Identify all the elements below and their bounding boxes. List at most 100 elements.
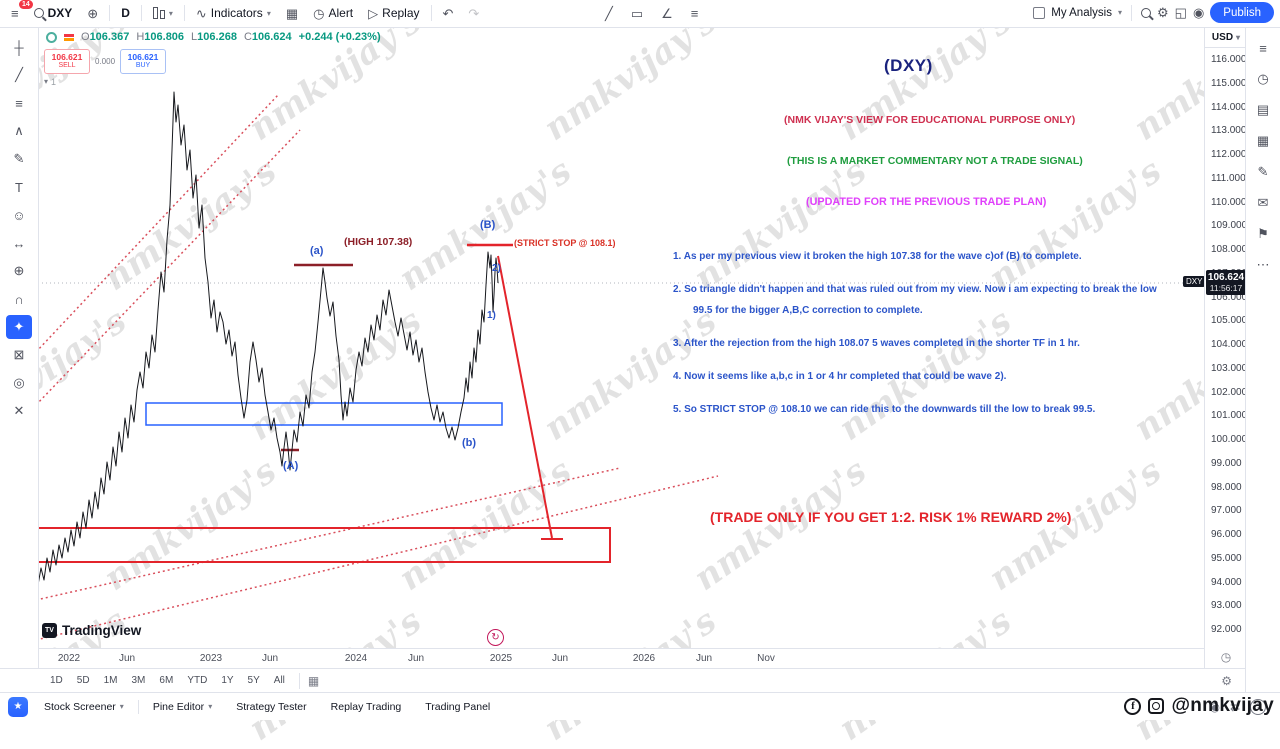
draw-parallel-lines-button[interactable]: ≡ bbox=[684, 2, 706, 24]
support-trend-line-2[interactable] bbox=[35, 467, 621, 601]
fib-retracement-tool-icon[interactable]: ≡ bbox=[15, 95, 23, 111]
high-level-label[interactable]: (HIGH 107.38) bbox=[344, 236, 413, 248]
help-button[interactable]: ? bbox=[1250, 698, 1266, 715]
snapshot-icon[interactable]: ◉ bbox=[1192, 5, 1205, 20]
time-tick[interactable]: Jun bbox=[695, 653, 713, 664]
interval-1d-button[interactable]: 1D bbox=[50, 675, 63, 686]
timezone-icon[interactable]: ◷ bbox=[1220, 650, 1232, 664]
publish-button[interactable]: Publish bbox=[1210, 2, 1274, 23]
sell-button[interactable]: 106.621 SELL bbox=[44, 49, 90, 74]
replay-button[interactable]: ▷ Replay bbox=[361, 2, 426, 24]
channel-line-lower[interactable] bbox=[35, 129, 301, 406]
annotation-disclaimer-1[interactable]: (NMK VIJAY'S VIEW FOR EDUCATIONAL PURPOS… bbox=[784, 114, 1076, 126]
lock-all-drawings-icon[interactable]: ⊠ bbox=[13, 347, 25, 362]
chart-canvas[interactable] bbox=[0, 0, 1280, 720]
resize-icon[interactable]: ⇄ bbox=[1229, 699, 1240, 714]
magic-tool-icon[interactable]: ✦ bbox=[6, 315, 32, 339]
interval-5y-button[interactable]: 5Y bbox=[247, 675, 260, 686]
notifications-icon[interactable]: ⚑ bbox=[1257, 226, 1269, 241]
alerts-icon[interactable]: ◷ bbox=[1257, 71, 1269, 86]
time-tick[interactable]: Jun bbox=[261, 653, 279, 664]
ideas-icon[interactable]: ✎ bbox=[1257, 164, 1269, 179]
tab-trading-panel[interactable]: Trading Panel bbox=[425, 701, 490, 713]
analysis-points[interactable]: 1. As per my previous view it broken the… bbox=[673, 246, 1173, 432]
magnet-tool-icon[interactable]: ∩ bbox=[14, 291, 24, 307]
tab-pine-editor[interactable]: Pine Editor ▾ bbox=[153, 701, 212, 713]
wave-a-label[interactable]: (a) bbox=[310, 245, 324, 257]
support-zone-box[interactable] bbox=[145, 402, 503, 426]
time-tick[interactable]: 2023 bbox=[199, 653, 223, 664]
redo-button[interactable]: ↷ bbox=[461, 2, 486, 24]
time-tick[interactable]: 2026 bbox=[632, 653, 656, 664]
symbol-search-button[interactable]: DXY bbox=[27, 2, 80, 24]
remove-all-drawings-icon[interactable]: ✕ bbox=[13, 403, 25, 418]
draw-line-button[interactable]: ╱ bbox=[598, 2, 620, 24]
fullscreen-icon[interactable]: ◱ bbox=[1174, 5, 1187, 20]
time-tick[interactable]: 2022 bbox=[57, 653, 81, 664]
interval-1y-button[interactable]: 1Y bbox=[221, 675, 234, 686]
annotation-title[interactable]: (DXY) bbox=[884, 56, 933, 75]
ohlc-legend[interactable]: O106.367 H106.806 L106.268 C106.624 +0.2… bbox=[46, 31, 381, 43]
time-tick[interactable]: Jun bbox=[407, 653, 425, 664]
quick-search-icon[interactable] bbox=[1140, 7, 1151, 18]
trend-line-tool-icon[interactable]: ╱ bbox=[15, 67, 23, 82]
draw-rectangle-button[interactable]: ▭ bbox=[624, 2, 650, 24]
time-tick[interactable]: 2024 bbox=[344, 653, 368, 664]
zoom-in-tool-icon[interactable]: ⊕ bbox=[13, 263, 25, 278]
tab-stock-screener[interactable]: Stock Screener ▾ bbox=[44, 701, 124, 713]
interval-3m-button[interactable]: 3M bbox=[131, 675, 146, 686]
interval-all-button[interactable]: All bbox=[273, 675, 285, 686]
hotlists-icon[interactable]: ▤ bbox=[1256, 102, 1270, 117]
layout-checkbox[interactable] bbox=[1033, 6, 1046, 19]
hide-all-drawings-icon[interactable]: ◎ bbox=[13, 375, 25, 390]
alert-button[interactable]: ◷ Alert bbox=[306, 2, 360, 24]
interval-6m-button[interactable]: 6M bbox=[159, 675, 174, 686]
tab-strategy-tester[interactable]: Strategy Tester bbox=[236, 701, 306, 713]
layout-name[interactable]: My Analysis bbox=[1051, 6, 1112, 19]
time-tick[interactable]: Jun bbox=[551, 653, 569, 664]
annotation-disclaimer-2[interactable]: (THIS IS A MARKET COMMENTARY NOT A TRADE… bbox=[787, 155, 1083, 167]
target-zone-box[interactable] bbox=[37, 527, 611, 563]
axis-settings-icon[interactable]: ⚙ bbox=[1221, 673, 1232, 688]
annotation-risk-note[interactable]: (TRADE ONLY IF YOU GET 1:2. RISK 1% REWA… bbox=[710, 509, 1072, 525]
emoji-tool-icon[interactable]: ☺ bbox=[12, 207, 26, 223]
indicators-button[interactable]: ∿ Indicators ▾ bbox=[189, 2, 278, 24]
time-axis[interactable]: 2022 Jun 2023 Jun 2024 Jun 2025 Jun 2026 Jun Nov bbox=[38, 648, 1204, 669]
interval-1m-button[interactable]: 1M bbox=[103, 675, 118, 686]
gear-icon[interactable]: ⚙ bbox=[1156, 5, 1169, 20]
main-menu-button[interactable]: ≡ 14 bbox=[4, 0, 33, 24]
annotation-disclaimer-3[interactable]: (UPDATED FOR THE PREVIOUS TRADE PLAN) bbox=[806, 196, 1047, 208]
more-panels-icon[interactable]: ⋯ bbox=[1256, 257, 1270, 272]
time-tick[interactable]: Jun bbox=[118, 653, 136, 664]
interval-5d-button[interactable]: 5D bbox=[76, 675, 90, 686]
channel-line-upper[interactable] bbox=[35, 94, 279, 353]
wave-b-label[interactable]: (b) bbox=[462, 437, 477, 449]
brush-tool-icon[interactable]: ✎ bbox=[13, 151, 25, 166]
measure-tool-icon[interactable]: ↔ bbox=[12, 235, 26, 251]
draw-angle-button[interactable]: ∠ bbox=[654, 2, 680, 24]
price-axis[interactable]: USD ▾ 116.000 115.000 114.000 113.000 112.00… bbox=[1204, 27, 1247, 668]
interval-button[interactable]: D bbox=[114, 2, 137, 24]
undo-button[interactable]: ↶ bbox=[436, 2, 461, 24]
chat-icon[interactable]: ✉ bbox=[1257, 195, 1269, 210]
text-tool-icon[interactable]: T bbox=[15, 179, 23, 195]
stop-level-label[interactable]: (STRICT STOP @ 108.1) bbox=[514, 238, 616, 248]
projection-line[interactable] bbox=[497, 255, 553, 539]
indicator-templates-button[interactable]: ▦ bbox=[279, 2, 305, 24]
chart-type-button[interactable]: ▾ bbox=[146, 2, 180, 24]
tab-replay-trading[interactable]: Replay Trading bbox=[331, 701, 402, 713]
buy-button[interactable]: 106.621 BUY bbox=[120, 49, 167, 74]
cursor-tool-icon[interactable]: ┼ bbox=[14, 39, 24, 55]
wave-B-label[interactable]: (B) bbox=[480, 219, 496, 231]
time-tick[interactable]: Nov bbox=[757, 653, 775, 664]
circular-arrows-icon[interactable]: ↻ bbox=[487, 629, 504, 646]
time-tick[interactable]: 2025 bbox=[489, 653, 513, 664]
compare-button[interactable]: ⊕ bbox=[80, 2, 105, 24]
date-range-icon[interactable]: ▦ bbox=[307, 673, 320, 688]
watchlist-icon[interactable]: ≡ bbox=[1259, 40, 1267, 56]
wave-2-label[interactable]: 2) bbox=[492, 263, 501, 274]
object-tree-toggle[interactable]: ▾ 1 bbox=[44, 77, 56, 87]
wave-A-label[interactable]: (A) bbox=[283, 460, 299, 472]
support-trend-line[interactable] bbox=[35, 475, 719, 641]
calendar-icon[interactable]: ▦ bbox=[1256, 133, 1270, 148]
